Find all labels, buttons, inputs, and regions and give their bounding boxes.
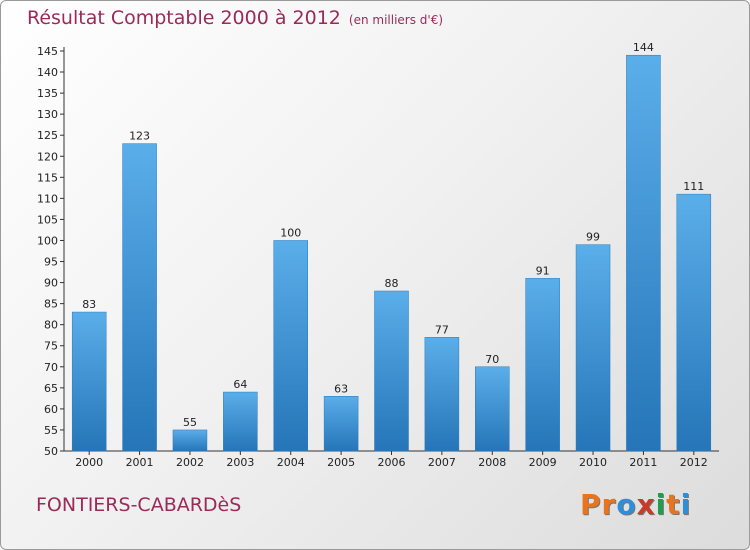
bar-2007: [424, 337, 460, 452]
y-tick-label: 100: [37, 234, 58, 247]
logo-letter: o: [616, 488, 637, 521]
title-main: Résultat Comptable 2000 à 2012: [27, 7, 341, 29]
x-tick-label: 2000: [75, 456, 103, 469]
logo-letter: i: [680, 488, 692, 521]
data-label: 77: [435, 323, 449, 336]
bar-2006: [374, 290, 409, 452]
bar-2008: [475, 366, 510, 452]
data-label: 99: [586, 231, 600, 244]
y-tick-label: 90: [44, 277, 58, 290]
y-tick-label: 65: [44, 382, 58, 395]
y-tick-label: 125: [37, 129, 58, 142]
data-label: 88: [385, 277, 399, 290]
x-tick-label: 2012: [680, 456, 708, 469]
bar-2010: [575, 244, 611, 452]
data-label: 70: [485, 353, 499, 366]
bars: [71, 54, 712, 452]
bar-2003: [223, 391, 258, 452]
x-tick-label: 2006: [378, 456, 406, 469]
commune-name: FONTIERS-CABARDèS: [36, 494, 242, 516]
logo-letter: x: [636, 488, 656, 521]
y-tick-label: 145: [37, 45, 58, 58]
data-labels: 83 123 55 64 100 63 88 77 70 91 99 144 111: [82, 41, 704, 429]
x-tick-label: 2009: [529, 456, 557, 469]
data-label: 64: [233, 378, 247, 391]
bar-2011: [626, 54, 661, 452]
chart-title: Résultat Comptable 2000 à 2012 (en millie…: [27, 7, 443, 29]
y-tick-label: 95: [44, 256, 58, 269]
x-tick-label: 2004: [277, 456, 305, 469]
logo-letter: r: [601, 488, 617, 521]
bar-2012: [676, 193, 712, 452]
y-tick-label: 85: [44, 298, 58, 311]
x-tick-label: 2005: [327, 456, 355, 469]
x-tick-label: 2003: [226, 456, 254, 469]
bar-2000: [71, 311, 107, 452]
bar-2001: [122, 143, 157, 452]
data-label: 83: [82, 298, 96, 311]
bar-2004: [273, 240, 308, 452]
y-tick-label: 55: [44, 424, 58, 437]
proxiti-logo: Proxiti: [580, 488, 691, 521]
x-tick-label: 2008: [478, 456, 506, 469]
y-tick-label: 135: [37, 87, 58, 100]
data-label: 91: [536, 264, 550, 277]
y-tick-label: 105: [37, 213, 58, 226]
x-tick-label: 2007: [428, 456, 456, 469]
y-tick-label: 75: [44, 340, 58, 353]
bar-2002: [172, 429, 208, 452]
x-tick-label: 2010: [579, 456, 607, 469]
y-tick-label: 130: [37, 108, 58, 121]
logo-letter: P: [580, 488, 602, 521]
title-unit: (en milliers d'€): [348, 13, 444, 27]
data-label: 63: [334, 382, 348, 395]
y-tick-label: 80: [44, 319, 58, 332]
y-tick-label: 70: [44, 361, 58, 374]
y-tick-label: 50: [44, 445, 58, 458]
y-tick-label: 115: [37, 171, 58, 184]
data-label: 55: [183, 416, 197, 429]
logo-letter: i: [655, 488, 667, 521]
bar-2009: [525, 278, 560, 452]
x-tick-label: 2011: [629, 456, 657, 469]
data-label: 100: [280, 226, 301, 239]
y-tick-label: 120: [37, 150, 58, 163]
y-tick-label: 110: [37, 192, 58, 205]
data-label: 144: [633, 41, 654, 54]
logo-letter: t: [666, 488, 681, 521]
y-tick-label: 140: [37, 66, 58, 79]
data-label: 111: [683, 180, 704, 193]
data-label: 123: [129, 130, 150, 143]
x-tick-label: 2002: [176, 456, 204, 469]
x-tick-label: 2001: [126, 456, 154, 469]
bar-2005: [323, 396, 359, 452]
y-tick-label: 60: [44, 403, 58, 416]
